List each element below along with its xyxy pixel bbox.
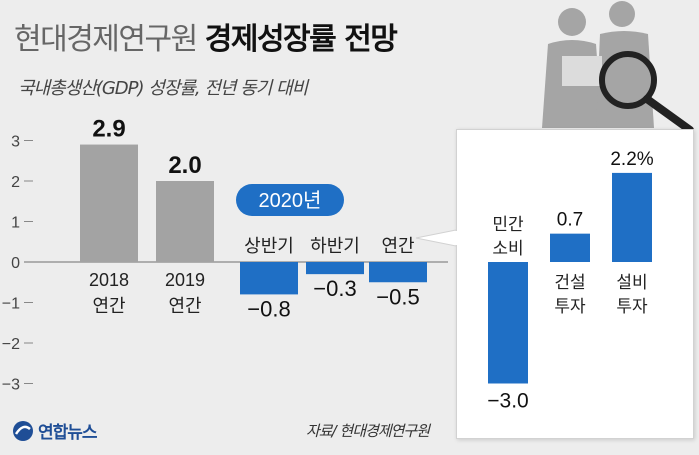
main-chart: 3 2 1 0 −1 −2 −3 2.9 2018 연간 2.0 2019 연간 −0.8 상반기 −0.3 하…: [2, 116, 448, 394]
data-label: 2.0: [168, 152, 201, 179]
logo-text: 연합뉴스: [38, 423, 98, 443]
data-label: −0.3: [313, 276, 356, 301]
y-tick-label: −3: [2, 377, 20, 394]
source-note: 자료/ 현대경제연구원: [306, 422, 430, 440]
bar: [612, 172, 652, 262]
bar: [306, 262, 364, 275]
y-tick-label: 1: [11, 215, 20, 232]
logo-icon: [13, 420, 33, 441]
data-label: 0.7: [557, 210, 583, 231]
category-label: 민간: [492, 215, 524, 234]
data-label: −3.0: [487, 390, 528, 413]
data-label: −0.5: [376, 284, 419, 309]
category-label: 하반기: [310, 236, 360, 256]
bar: [488, 262, 528, 384]
logo: 연합뉴스: [12, 418, 98, 443]
y-tick-label: 0: [11, 255, 20, 272]
bar: [550, 233, 590, 262]
category-label: 연간: [92, 296, 125, 316]
category-label: 건설: [554, 273, 585, 292]
category-label: 상반기: [244, 236, 294, 256]
category-label: 설비: [616, 273, 647, 292]
category-label: 투자: [616, 297, 648, 316]
category-label: 연간: [381, 236, 414, 256]
title-topic: 경제성장률 전망: [204, 22, 398, 57]
bar: [369, 262, 427, 283]
category-label: 2019: [165, 270, 205, 290]
category-label: 투자: [554, 297, 586, 316]
bar: [156, 181, 214, 262]
chart-title: 현대경제연구원 경제성장률 전망: [14, 14, 398, 58]
category-label: 소비: [492, 239, 523, 258]
y-tick-label: 2: [11, 174, 20, 191]
bar: [240, 262, 298, 295]
data-label: −0.8: [247, 296, 290, 321]
chart-subtitle: 국내총생산(GDP) 성장률, 전년 동기 대비: [18, 78, 308, 99]
y-tick-label: −1: [2, 296, 20, 313]
y-tick-label: −2: [2, 336, 20, 353]
year-badge: 2020년: [236, 184, 344, 216]
inset-pointer: [415, 229, 457, 247]
data-label: 2.9: [92, 116, 125, 143]
bar: [80, 144, 138, 262]
category-label: 2018: [89, 270, 129, 290]
badge-label: 2020년: [259, 189, 322, 212]
data-label: 2.2%: [610, 149, 653, 170]
category-label: 연간: [168, 296, 201, 316]
y-tick-label: 3: [11, 134, 20, 151]
title-org: 현대경제연구원: [14, 22, 198, 57]
magnifier-icon: [599, 51, 694, 134]
